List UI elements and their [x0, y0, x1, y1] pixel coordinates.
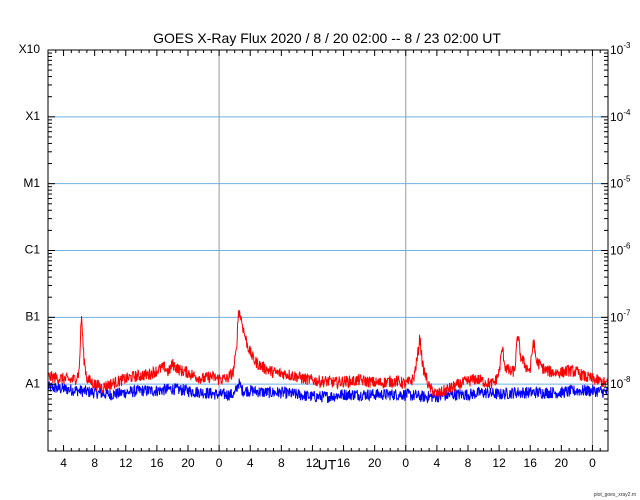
left-axis-label: M1	[23, 176, 40, 190]
left-axis-label: X10	[19, 42, 41, 56]
x-tick-label: 16	[524, 456, 538, 470]
right-axis-label: 10-6	[610, 242, 631, 258]
x-tick-label: 20	[555, 456, 569, 470]
footer-label: plot_goes_xray2.m	[594, 492, 636, 498]
right-axis-label-exponent: -3	[623, 41, 631, 50]
x-tick-label: 12	[119, 456, 133, 470]
chart-title: GOES X-Ray Flux 2020 / 8 / 20 02:00 -- 8…	[153, 30, 501, 46]
x-tick-label: 4	[60, 456, 67, 470]
series-line	[47, 309, 609, 398]
right-axis-label: 10-4	[610, 108, 631, 124]
right-axis-label-base: 10	[610, 310, 624, 324]
series-layer	[47, 309, 609, 404]
right-axis-label: 10-7	[610, 308, 631, 324]
right-axis-label-base: 10	[610, 110, 624, 124]
x-tick-label: 16	[337, 456, 351, 470]
x-tick-label: 0	[216, 456, 223, 470]
x-tick-label: 12	[492, 456, 506, 470]
x-tick-label: 20	[368, 456, 382, 470]
left-axis-label: A1	[25, 376, 40, 390]
x-tick-label: 20	[181, 456, 195, 470]
left-axis-labels: X10 X1 M1 C1 B1 A1	[19, 42, 41, 390]
right-axis-label-base: 10	[610, 377, 624, 391]
left-axis-label: B1	[25, 310, 40, 324]
right-axis-label-exponent: -5	[623, 175, 631, 184]
x-tick-label: 4	[247, 456, 254, 470]
right-axis-label-exponent: -8	[623, 375, 631, 384]
left-axis-label: X1	[25, 109, 40, 123]
right-axis-label: 10-5	[610, 175, 631, 191]
right-axis-label: 10-3	[610, 41, 631, 57]
x-tick-label: 0	[402, 456, 409, 470]
right-axis-label: 10-8	[610, 375, 631, 391]
x-tick-label: 8	[91, 456, 98, 470]
right-axis-label-exponent: -6	[623, 242, 631, 251]
x-tick-label: 8	[278, 456, 285, 470]
left-axis-label: C1	[25, 243, 41, 257]
x-axis-label: UT	[318, 457, 337, 473]
axis-ticks	[47, 50, 609, 452]
series-line	[47, 378, 609, 404]
x-tick-label: 8	[465, 456, 472, 470]
x-tick-label: 0	[589, 456, 596, 470]
x-axis-tick-labels: 4 8 12 16 20 0 4 8 12 16 20 0 4 8 12 16 20 0	[60, 456, 596, 470]
right-axis-label-exponent: -7	[623, 308, 631, 317]
right-axis-labels: 10-310-410-510-610-710-8	[610, 41, 631, 391]
right-axis-label-base: 10	[610, 244, 624, 258]
x-tick-label: 4	[434, 456, 441, 470]
x-tick-label: 16	[150, 456, 164, 470]
right-axis-label-base: 10	[610, 43, 624, 57]
right-axis-label-base: 10	[610, 177, 624, 191]
right-axis-label-exponent: -4	[623, 108, 631, 117]
x-tick-label: 12	[306, 456, 320, 470]
grid-lines	[48, 116, 608, 385]
